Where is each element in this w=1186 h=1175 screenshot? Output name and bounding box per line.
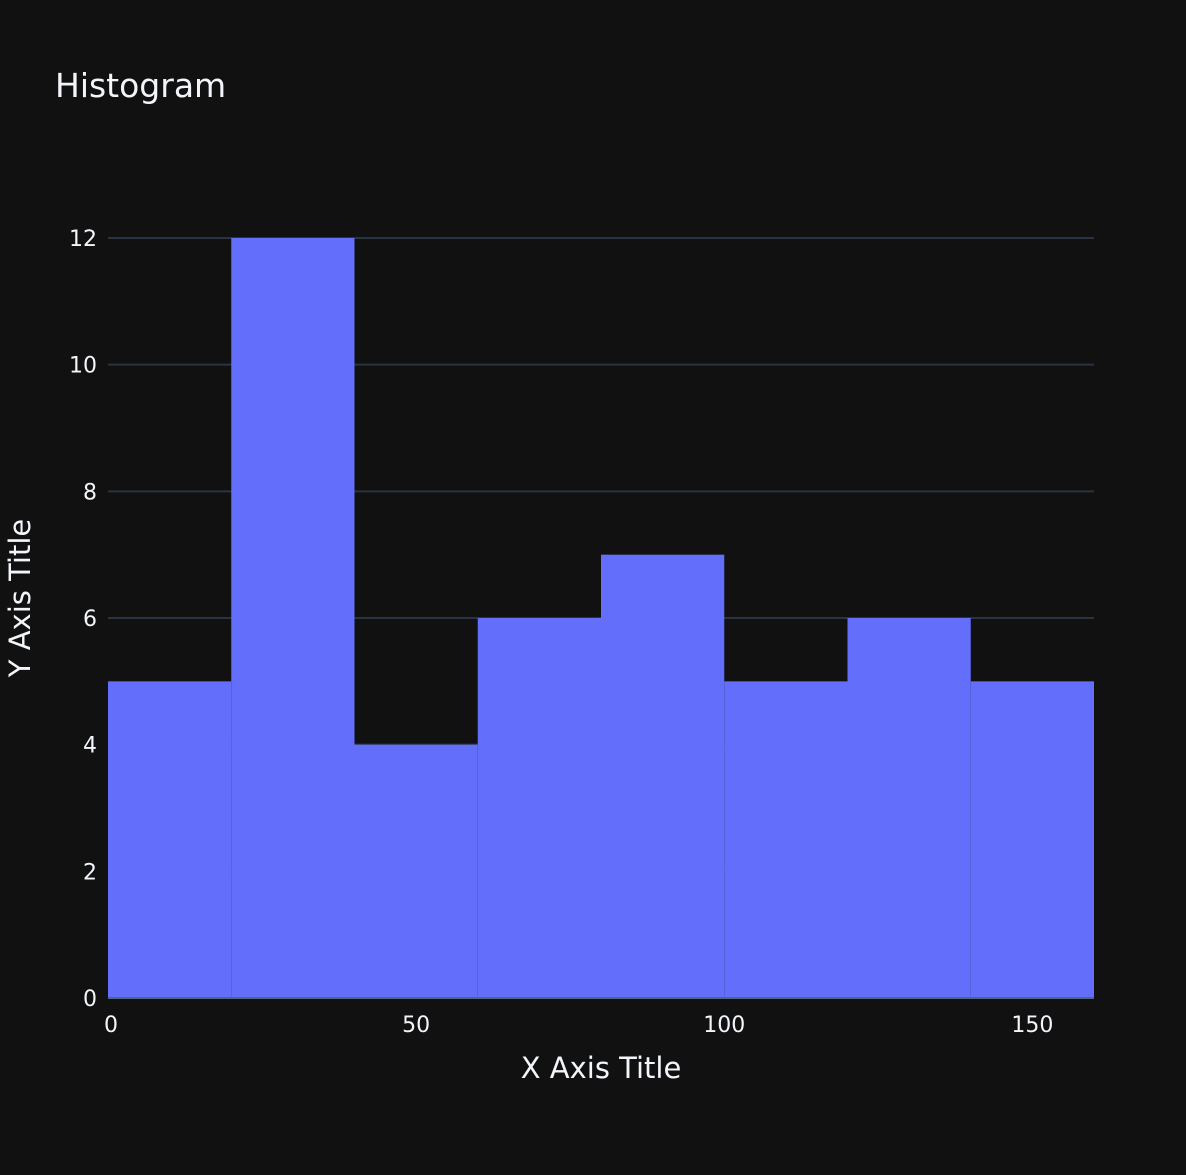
y-tick-label: 6 [83, 607, 97, 632]
histogram-bar [231, 238, 355, 998]
y-axis-title: Y Axis Title [3, 519, 37, 678]
y-tick-label: 12 [69, 227, 97, 252]
y-tick-label: 4 [83, 734, 97, 759]
tick-layer: 0 2 4 6 8 10 12 0 50 100 150 [69, 227, 1053, 1038]
histogram-bar [970, 681, 1094, 998]
chart-title: Histogram [55, 66, 226, 105]
histogram-bar [847, 618, 971, 998]
x-tick-label: 100 [703, 1013, 745, 1038]
x-tick-label: 50 [402, 1013, 430, 1038]
x-axis-title: X Axis Title [521, 1051, 682, 1085]
histogram-bar [724, 681, 848, 998]
histogram-bar [354, 744, 478, 998]
bars-layer [108, 238, 1094, 998]
x-tick-label: 0 [104, 1013, 118, 1038]
y-tick-label: 8 [83, 480, 97, 505]
histogram-bar [601, 554, 725, 998]
histogram-bar [477, 618, 601, 998]
y-tick-label: 2 [83, 860, 97, 885]
x-tick-label: 150 [1011, 1013, 1053, 1038]
y-tick-label: 10 [69, 354, 97, 379]
histogram-bar [108, 681, 232, 998]
y-tick-label: 0 [83, 987, 97, 1012]
